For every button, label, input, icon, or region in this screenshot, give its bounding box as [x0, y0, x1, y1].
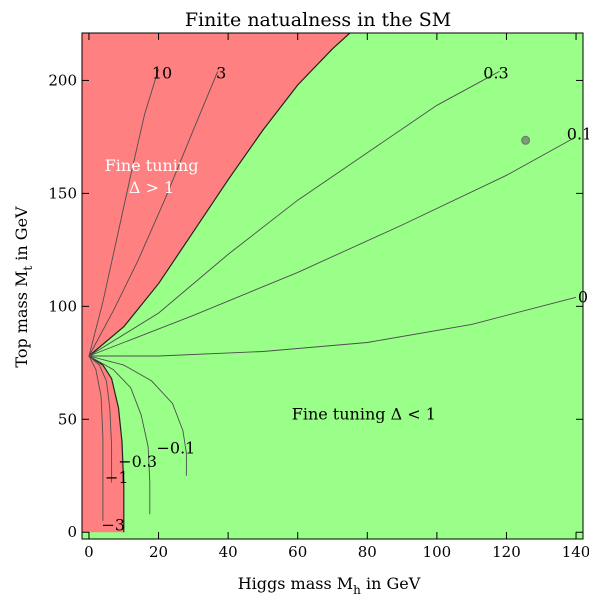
contour-lines — [88, 68, 577, 521]
contour-line--1 — [88, 355, 113, 483]
contour-label-0.1: 0.1 — [567, 125, 589, 144]
contour-line-0 — [89, 296, 577, 357]
y-axis: 0 50 100 150 200 — [48, 71, 583, 541]
region-label-fine_tuned_upper-0: Fine tuning — [105, 156, 199, 175]
contour-line-0.3 — [88, 71, 500, 357]
contour-line--0.1 — [88, 355, 187, 476]
x-tick-label-0: 0 — [84, 543, 94, 561]
delta-1-boundary-line — [88, 32, 351, 357]
contour-line--3 — [88, 355, 104, 521]
contour-line-3 — [88, 71, 219, 357]
contour-label-3: 3 — [216, 64, 226, 83]
region-label-fine_tuned_upper-1: Δ > 1 — [129, 178, 174, 197]
contour-label--1: −1 — [105, 468, 129, 487]
x-tick-label-120: 120 — [492, 543, 521, 561]
contour-label--3: −3 — [102, 515, 126, 534]
x-tick-label-60: 60 — [288, 543, 307, 561]
x-tick-label-20: 20 — [149, 543, 168, 561]
contour-label-0.3: 0.3 — [483, 64, 508, 83]
contour-line-0.1 — [88, 136, 577, 357]
y-tick-label-200: 200 — [48, 71, 77, 89]
x-tick-label-140: 140 — [562, 543, 589, 561]
y-tick-label-150: 150 — [48, 184, 77, 202]
y-tick-label-100: 100 — [48, 297, 77, 315]
x-tick-label-40: 40 — [219, 543, 238, 561]
plot-frame — [81, 32, 584, 540]
y-tick-label-0: 0 — [67, 523, 77, 541]
chart-title: Finite natualness in the SM — [185, 9, 451, 31]
fine-tuned-upper-region — [82, 33, 350, 357]
contour-line-10 — [88, 68, 159, 357]
contour-label--0.1: −0.1 — [157, 439, 196, 458]
y-axis-title: Top mass Mt in GeV — [12, 206, 35, 368]
x-axis-title: Higgs mass Mh in GeV — [238, 574, 421, 597]
contour-line--0.3 — [88, 355, 151, 515]
x-tick-label-100: 100 — [423, 543, 452, 561]
x-tick-label-80: 80 — [358, 543, 377, 561]
lower-boundary-line — [88, 355, 125, 533]
x-axis: 0 20 40 60 80 100 120 140 — [84, 33, 589, 561]
contour-label--0.3: −0.3 — [118, 452, 157, 471]
y-tick-label-50: 50 — [58, 410, 77, 428]
region-label-natural-0: Fine tuning Δ < 1 — [292, 404, 436, 423]
plot-area — [82, 32, 583, 539]
measured-point-marker — [521, 135, 531, 145]
contour-label-10: 10 — [152, 64, 172, 83]
